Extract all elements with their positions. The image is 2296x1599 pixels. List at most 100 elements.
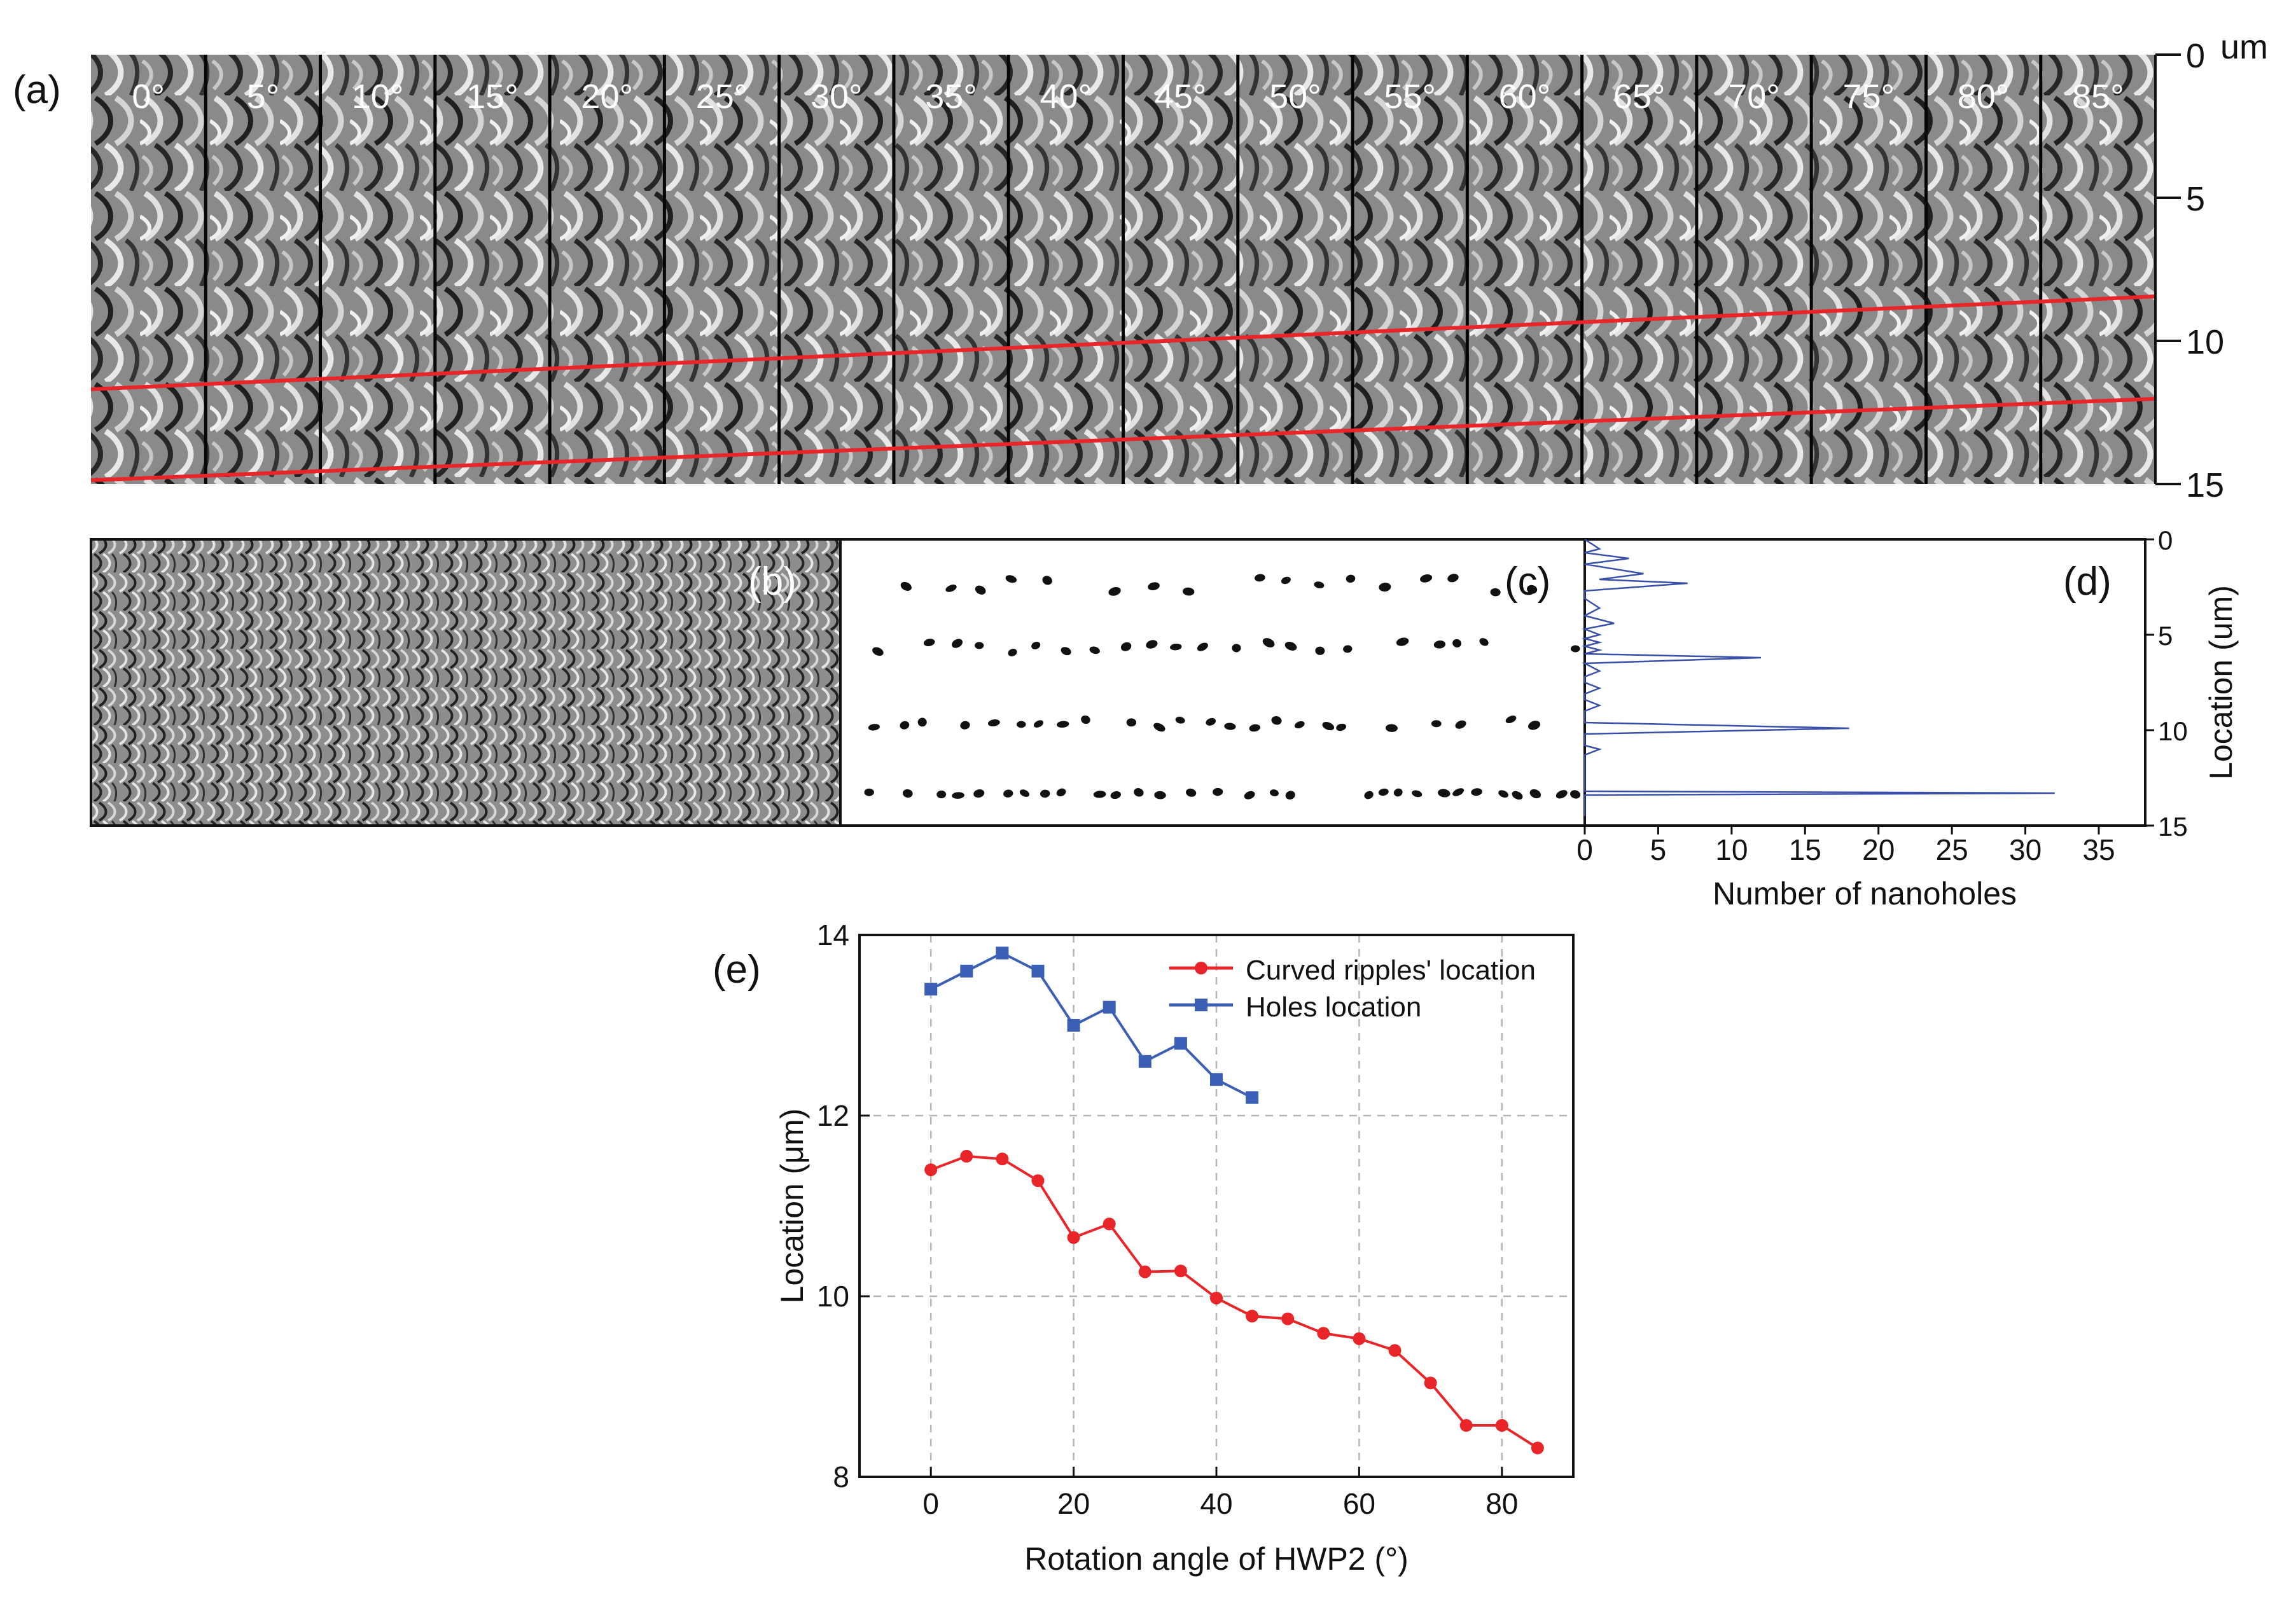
nanohole-dot	[1314, 581, 1325, 588]
nanohole-dot	[1089, 646, 1100, 654]
nanohole-dot	[1433, 640, 1446, 649]
nanohole-dot	[1271, 716, 1282, 725]
panel-a-angle-label: 65°	[1613, 78, 1666, 116]
panel-e-y-tick-label: 12	[817, 1099, 849, 1132]
nanohole-dot	[864, 788, 874, 796]
nanohole-dot	[1249, 724, 1261, 732]
nanohole-dot	[1294, 721, 1305, 729]
nanohole-dot	[1570, 790, 1581, 799]
point-curved-ripples	[1388, 1344, 1402, 1357]
legend-label-holes: Holes location	[1246, 992, 1421, 1023]
nanohole-dot	[1284, 642, 1297, 651]
nanohole-dot	[1057, 721, 1069, 728]
panel-e-grid	[859, 934, 1573, 1478]
legend-marker-holes	[1195, 999, 1207, 1011]
panel-e-ylabel: Location (μm)	[774, 1109, 810, 1304]
point-holes	[1210, 1073, 1223, 1086]
nanohole-dot	[900, 721, 910, 730]
nanohole-dot	[1315, 646, 1325, 655]
nanohole-dot	[902, 789, 913, 798]
panel-d-x-ticks: 0 5 10 15 20 25 30 35	[1576, 826, 2115, 866]
panel-e-y-tick-label: 14	[817, 918, 849, 952]
nanohole-dot	[1479, 638, 1489, 646]
nanohole-dot	[1379, 583, 1391, 592]
panel-a-angle-label: 5°	[247, 78, 280, 116]
panel-a-angle-label: 60°	[1499, 78, 1551, 116]
panel-e-x-ticks: 0 20 40 60 80	[922, 1467, 1518, 1520]
nanohole-dot	[1438, 789, 1451, 798]
depth-axis-tick-label: 15	[2186, 466, 2224, 504]
point-holes	[1067, 1019, 1080, 1032]
nanohole-dot	[975, 642, 984, 649]
nanohole-dot	[1452, 639, 1462, 647]
point-holes	[1246, 1091, 1259, 1104]
nanohole-dot	[1455, 720, 1466, 729]
nanohole-dot	[1529, 789, 1541, 799]
point-curved-ripples	[1031, 1174, 1045, 1187]
panel-d-x-tick-label: 20	[1862, 833, 1895, 866]
nanohole-dot	[1393, 788, 1403, 797]
nanohole-dot	[960, 721, 970, 730]
nanohole-dot	[1182, 587, 1195, 596]
nanohole-dot	[952, 639, 963, 648]
nanohole-dot	[1148, 582, 1160, 591]
depth-axis-tick-label: 0	[2186, 37, 2205, 75]
nanohole-dot	[1412, 790, 1423, 798]
panel-a-depth-axis: 0 5 10 15 um	[2154, 28, 2268, 504]
nanohole-dot	[1452, 788, 1465, 796]
series-line-holes	[930, 952, 1253, 1099]
panel-d-x-tick-label: 35	[2082, 833, 2115, 866]
nanohole-dot	[1232, 644, 1241, 653]
nanohole-dot	[1336, 723, 1346, 731]
panel-e-series	[924, 946, 1544, 1455]
panel-e-y-ticks: 8 10 12 14	[817, 918, 870, 1493]
nanohole-dot	[1005, 575, 1017, 583]
panel-a-angle-label: 75°	[1842, 78, 1895, 116]
panel-d-xlabel: Number of nanoholes	[1713, 876, 2017, 911]
nanohole-dot	[1512, 791, 1523, 800]
panel-a-angle-label: 30°	[811, 78, 863, 116]
panel-d-x-tick-label: 30	[2009, 833, 2042, 866]
panel-e-x-tick-label: 60	[1343, 1487, 1375, 1520]
nanohole-dot	[1498, 790, 1508, 798]
nanohole-dot	[1153, 723, 1165, 732]
point-curved-ripples	[1459, 1419, 1473, 1432]
nanohole-dot	[1126, 718, 1137, 727]
point-curved-ripples	[1210, 1291, 1223, 1305]
nanohole-dot	[1527, 585, 1538, 594]
nanohole-dot	[1146, 640, 1158, 649]
panel-d-x-tick-label: 15	[1789, 833, 1821, 866]
nanohole-dot	[1364, 791, 1374, 800]
nanohole-dot	[936, 790, 947, 799]
nanohole-dot	[1555, 790, 1568, 799]
nanohole-dot	[1019, 789, 1030, 797]
panel-a-angle-label: 85°	[2072, 78, 2124, 116]
nanohole-dot	[1056, 788, 1066, 797]
nanohole-dot	[1134, 788, 1144, 797]
nanohole-dot	[1269, 789, 1279, 796]
point-curved-ripples	[996, 1153, 1009, 1166]
nanohole-dot	[1224, 723, 1236, 730]
nanohole-dot	[900, 581, 912, 591]
panel-d-x-tick-label: 25	[1936, 833, 1968, 866]
nanohole-dot	[1431, 720, 1442, 728]
ripple-trend-line-lower	[90, 397, 2156, 482]
nanohole-dot	[1154, 791, 1166, 800]
point-curved-ripples	[924, 1163, 938, 1177]
nanohole-dot	[1420, 574, 1433, 583]
nanohole-dot	[1081, 715, 1090, 724]
nanohole-dot	[1175, 716, 1185, 724]
panel-a-angle-label: 10°	[352, 78, 404, 116]
point-holes	[924, 983, 938, 996]
depth-axis-tick-label: 5	[2186, 180, 2205, 218]
nanohole-dot	[1120, 642, 1132, 651]
nanohole-dot	[1386, 724, 1398, 732]
legend-marker-curved-ripples	[1195, 962, 1207, 974]
nanohole-dot	[1244, 791, 1255, 800]
depth-axis-unit: um	[2220, 28, 2268, 66]
panel-b-label: (b)	[748, 560, 797, 604]
nanohole-dot	[1262, 638, 1275, 647]
point-curved-ripples	[1174, 1264, 1187, 1278]
panel-d-ylabel: Location (um)	[2203, 585, 2239, 780]
